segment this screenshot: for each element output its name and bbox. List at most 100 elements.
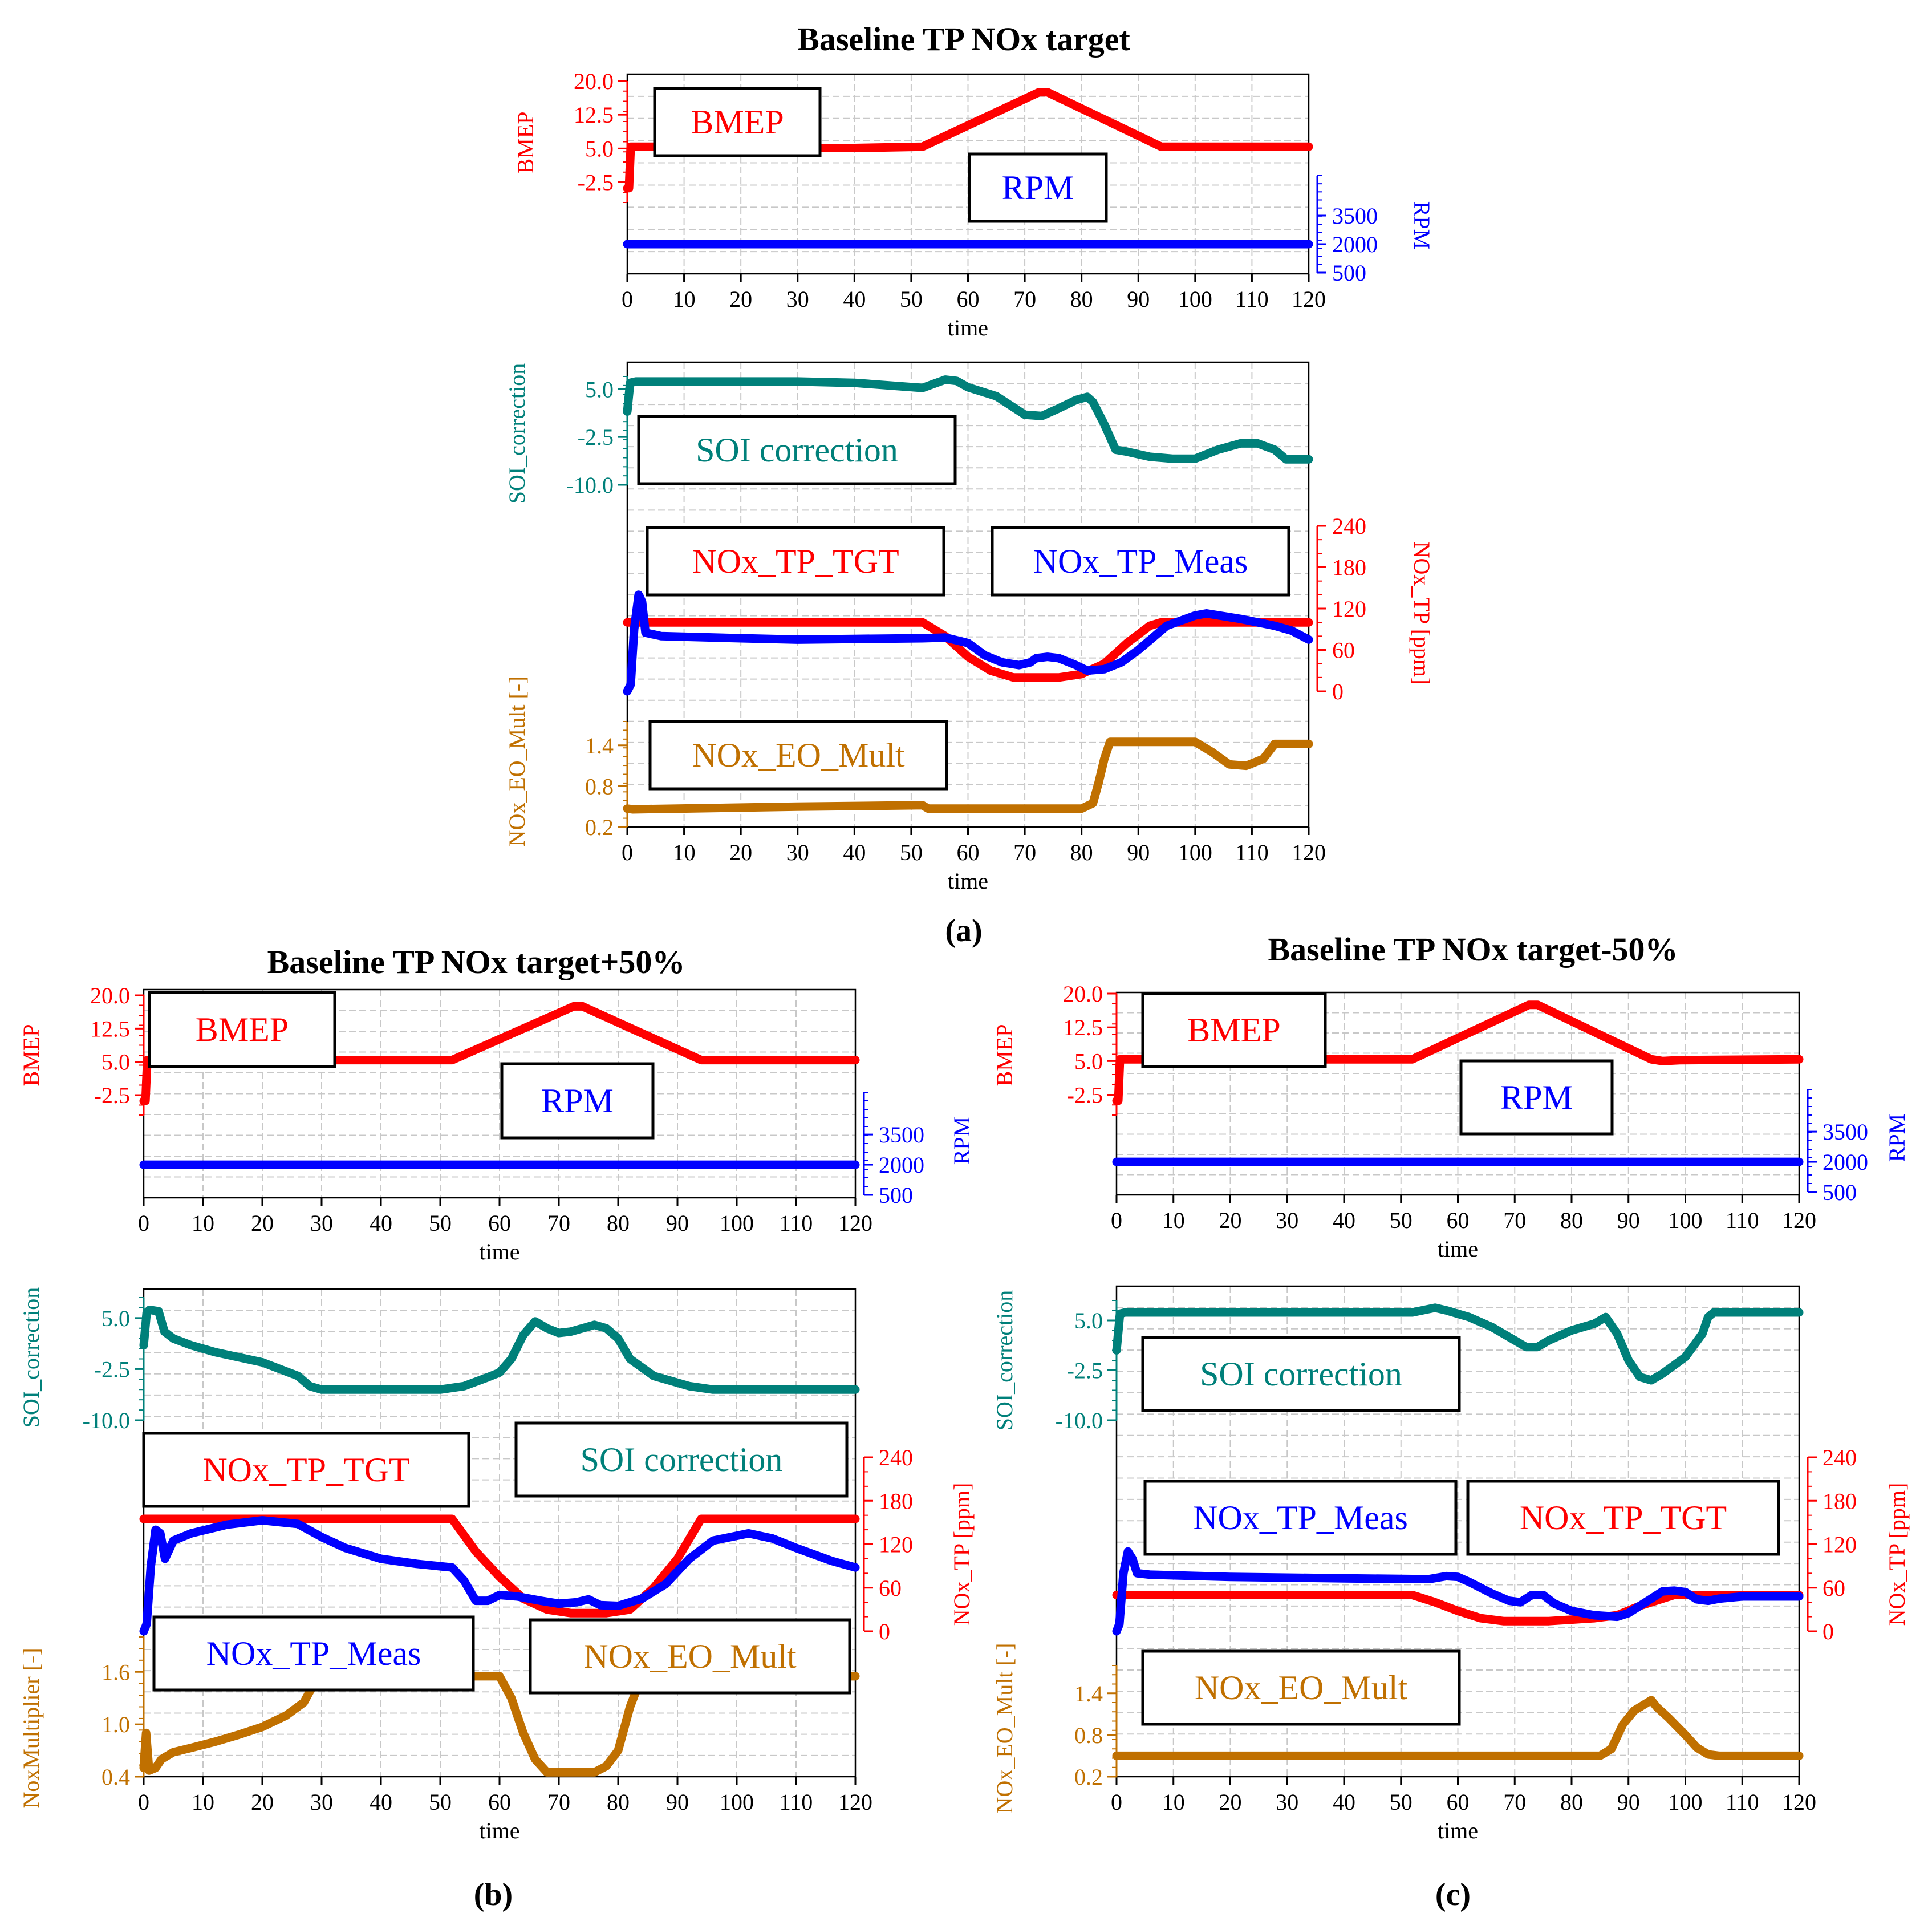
x-tick-label: 0: [622, 286, 633, 312]
x-axis-title: time: [948, 315, 988, 341]
legend-box-nox-eo-mult: NOx_EO_Mult: [1141, 1649, 1461, 1726]
panel-c-title: Baseline TP NOx target-50%: [1268, 931, 1678, 968]
panel-b-caption: (b): [474, 1877, 513, 1912]
x-tick-label: 100: [720, 1789, 754, 1815]
y-tick-label: 500: [879, 1182, 913, 1208]
x-tick-label: 30: [786, 286, 809, 312]
legend-box-frame: [500, 1062, 655, 1140]
x-tick-label: 120: [1782, 1789, 1816, 1815]
legend-box-frame: [142, 1432, 470, 1508]
y-tick-label: -2.5: [1067, 1083, 1103, 1108]
y-axis-title: RPM: [949, 1117, 975, 1165]
series-nox-tp-meas: [1112, 1547, 1804, 1636]
legend-box-label: RPM: [1002, 169, 1074, 206]
x-tick-label: 80: [1070, 286, 1093, 312]
series-nox-tp-tgt: [1112, 1591, 1804, 1626]
legend-box-label: RPM: [1500, 1079, 1573, 1116]
x-tick-label: 50: [1390, 1789, 1413, 1815]
x-tick-label: 0: [1111, 1207, 1122, 1233]
x-tick-label: 70: [547, 1210, 570, 1236]
y-axis-title: SOI_correction: [504, 363, 530, 504]
y-axis-left-0: 20.0 12.5 5.0 -2.5 BMEP: [992, 981, 1118, 1116]
y-axis-title: NOx_TP [ppm]: [1884, 1483, 1910, 1626]
y-tick-label: 0.8: [1074, 1723, 1103, 1748]
series-soi-correction: [139, 1306, 860, 1394]
x-tick-label: 90: [666, 1789, 689, 1815]
legend-box-frame: [529, 1618, 851, 1695]
y-tick-label: 0.4: [102, 1764, 130, 1790]
legend-box-nox-tp-tgt: NOx_TP_TGT: [1466, 1480, 1780, 1556]
y-tick-label: 2000: [1332, 232, 1378, 257]
y-tick-label: 3500: [1332, 203, 1378, 229]
y-tick-label: 120: [879, 1532, 913, 1558]
x-tick-label: 90: [666, 1210, 689, 1236]
x-tick-label: 30: [1276, 1207, 1298, 1233]
y-tick-label: -2.5: [94, 1083, 130, 1108]
legend-box-frame: [1143, 1480, 1458, 1556]
x-tick-label: 80: [1070, 840, 1093, 865]
y-axis-left-0: 5.0 -2.5 -10.0 SOI_correction: [504, 363, 628, 504]
series-nox-tp-tgt: [139, 1514, 860, 1618]
series-nox-tp-meas: [139, 1516, 860, 1636]
y-axis-title: NoxMultiplier [-]: [18, 1648, 44, 1808]
x-tick-label: 10: [192, 1210, 214, 1236]
series-bmep: [623, 88, 1313, 193]
legend-box-frame: [653, 87, 822, 157]
legend-box-label: RPM: [541, 1082, 614, 1120]
y-tick-label: -2.5: [578, 424, 614, 450]
y-tick-label: 1.6: [102, 1659, 130, 1685]
y-tick-label: 12.5: [574, 102, 614, 128]
grid: [144, 1289, 855, 1777]
series-nox-eo-mult: [1112, 1696, 1804, 1760]
y-tick-label: 2000: [1823, 1149, 1868, 1175]
chart-c-top: 0 10 20 30 40 50 60 70 80 90 100 110 120 time 20.0 12.5…: [992, 981, 1910, 1262]
x-tick-label: 60: [488, 1789, 511, 1815]
x-tick-label: 30: [310, 1789, 333, 1815]
panel-b-title: Baseline TP NOx target+50%: [267, 943, 685, 980]
y-axis-right-1: 3500 2000 500 RPM: [1807, 1089, 1910, 1205]
x-tick-label: 60: [488, 1210, 511, 1236]
x-tick-label: 110: [1726, 1789, 1759, 1815]
legend-box-frame: [1141, 992, 1327, 1068]
x-tick-label: 30: [1276, 1789, 1298, 1815]
x-tick-label: 90: [1617, 1789, 1640, 1815]
legend-box-frame: [1141, 1336, 1461, 1412]
x-axis-title: time: [948, 868, 988, 894]
x-tick-label: 90: [1127, 286, 1150, 312]
legend-box-frame: [1459, 1059, 1614, 1136]
x-tick-label: 20: [1219, 1789, 1242, 1815]
y-axis-title: NOx_EO_Mult [-]: [504, 676, 530, 847]
y-tick-label: 1.4: [1074, 1681, 1103, 1707]
x-tick-label: 100: [1669, 1207, 1703, 1233]
series-soi-correction: [1112, 1303, 1804, 1385]
legend-box-nox-tp-tgt: NOx_TP_TGT: [142, 1432, 470, 1508]
legend-box-frame: [1141, 1649, 1461, 1726]
legend-box-frame: [968, 152, 1108, 223]
legend-box-frame: [152, 1615, 475, 1692]
y-axis-left-0: 20.0 12.5 5.0 -2.5 BMEP: [18, 983, 145, 1116]
y-tick-label: -10.0: [1056, 1408, 1103, 1433]
x-tick-label: 90: [1127, 840, 1150, 865]
legend-box-soi-correction: SOI correction: [637, 415, 957, 485]
x-axis-title: time: [479, 1818, 519, 1843]
y-axis-right-1: 3500 2000 500 RPM: [863, 1092, 975, 1208]
x-tick-label: 50: [1390, 1207, 1413, 1233]
x-tick-label: 60: [957, 840, 980, 865]
chart-b-bottom: 0 10 20 30 40 50 60 70 80 90 100 110 120 time 5.0 -2.5 -…: [18, 1287, 975, 1843]
y-tick-label: 120: [1823, 1532, 1857, 1558]
y-axis-title: BMEP: [18, 1024, 44, 1087]
y-tick-label: 1.0: [102, 1712, 130, 1737]
x-tick-label: 10: [1162, 1789, 1185, 1815]
legend-box-nox-eo-mult: NOx_EO_Mult: [648, 720, 948, 791]
y-axis-title: SOI_correction: [18, 1287, 44, 1428]
chart-c-bottom: 0 10 20 30 40 50 60 70 80 90 100 110 120 time 5.0 -2.5 -…: [992, 1285, 1910, 1843]
y-axis-title: NOx_TP [ppm]: [1409, 542, 1435, 685]
x-tick-label: 40: [1333, 1789, 1355, 1815]
y-tick-label: 5.0: [102, 1049, 130, 1075]
y-tick-label: 3500: [879, 1122, 924, 1148]
legend-box-label: NOx_EO_Mult: [1195, 1669, 1408, 1707]
y-tick-label: 180: [1332, 555, 1366, 581]
x-tick-label: 100: [1178, 840, 1212, 865]
legend-box-rpm: RPM: [968, 152, 1108, 223]
y-tick-label: -2.5: [1067, 1358, 1103, 1384]
